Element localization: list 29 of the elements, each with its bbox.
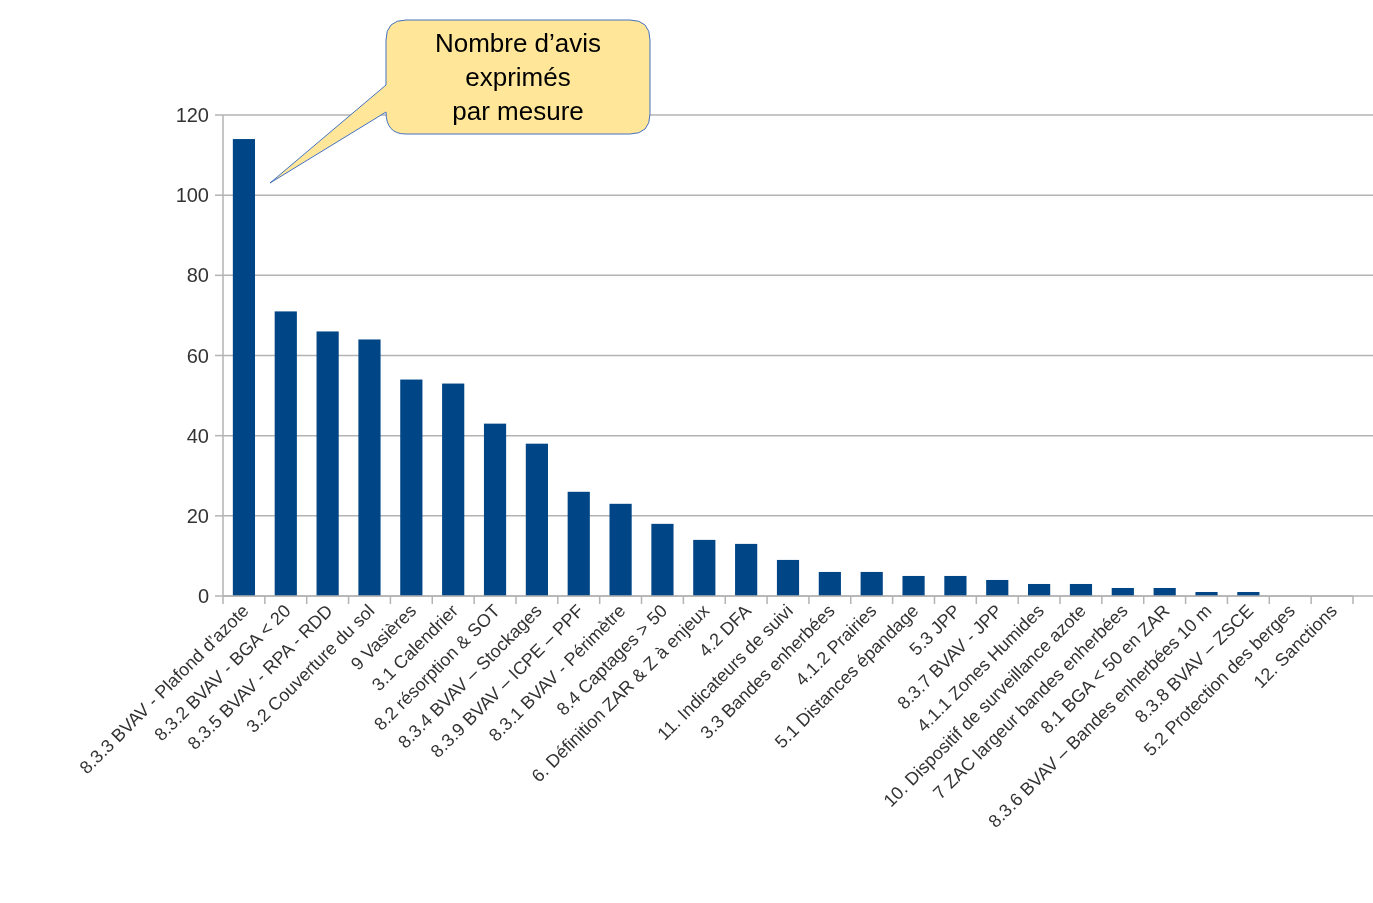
bar <box>735 543 758 596</box>
y-tick-label: 60 <box>186 344 209 367</box>
y-tick-label: 0 <box>197 585 209 607</box>
y-tick-label: 20 <box>186 504 209 527</box>
y-tick-label: 120 <box>175 104 209 126</box>
bar <box>442 383 465 596</box>
annotation: Nombre d’avis exprimés par mesure <box>434 28 602 126</box>
bar <box>609 503 632 596</box>
bar <box>986 579 1009 596</box>
y-tick-label: 40 <box>186 424 209 447</box>
bar <box>651 523 674 596</box>
bar <box>902 575 925 596</box>
y-tick-label: 80 <box>186 264 209 287</box>
bar <box>567 491 590 596</box>
bar <box>483 423 507 596</box>
y-tick-label: 100 <box>175 184 209 207</box>
bar <box>818 571 841 596</box>
bar <box>776 559 800 596</box>
bar <box>944 575 967 596</box>
bar <box>525 443 548 596</box>
bar <box>316 331 339 596</box>
bar <box>274 311 297 596</box>
bar <box>1069 583 1093 596</box>
bar <box>358 339 381 596</box>
bar <box>232 139 256 596</box>
bar <box>400 379 423 596</box>
bar <box>860 571 883 596</box>
bar <box>1028 583 1051 596</box>
bar <box>693 539 716 596</box>
